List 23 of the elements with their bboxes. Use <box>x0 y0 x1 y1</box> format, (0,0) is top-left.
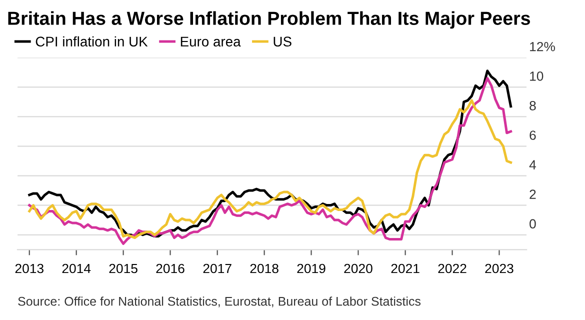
x-tick-label: 2021 <box>391 264 420 274</box>
x-tick-label: 2022 <box>438 264 466 274</box>
y-tick-label: 8 <box>530 101 536 110</box>
x-tick-label: 2013 <box>15 264 44 274</box>
source-note: Source: Office for National Statistics, Eurostat, Bureau of Labor Statistics <box>18 296 421 308</box>
y-tick-label: 12% <box>530 42 555 52</box>
y-tick-label: 2 <box>530 190 536 199</box>
x-tick-label: 2018 <box>250 264 278 274</box>
y-tick-label: 10 <box>530 71 544 81</box>
legend-label: US <box>274 36 292 47</box>
x-tick-label: 2014 <box>62 264 91 274</box>
y-tick-label: 6 <box>530 130 536 140</box>
x-tick-label: 2019 <box>297 264 326 274</box>
legend-label: Euro area <box>180 36 241 47</box>
legend-label: CPI inflation in UK <box>36 36 148 47</box>
chart-title: Britain Has a Worse Inflation Problem Than Its Major Peers <box>8 11 530 29</box>
y-tick-label: 0 <box>530 219 536 229</box>
x-tick-label: 2023 <box>485 264 514 274</box>
x-tick-label: 2015 <box>109 264 138 274</box>
x-tick-label: 2016 <box>156 264 184 274</box>
x-tick-label: 2017 <box>203 264 232 274</box>
y-tick-label: 4 <box>529 160 536 170</box>
x-tick-label: 2020 <box>344 264 372 274</box>
